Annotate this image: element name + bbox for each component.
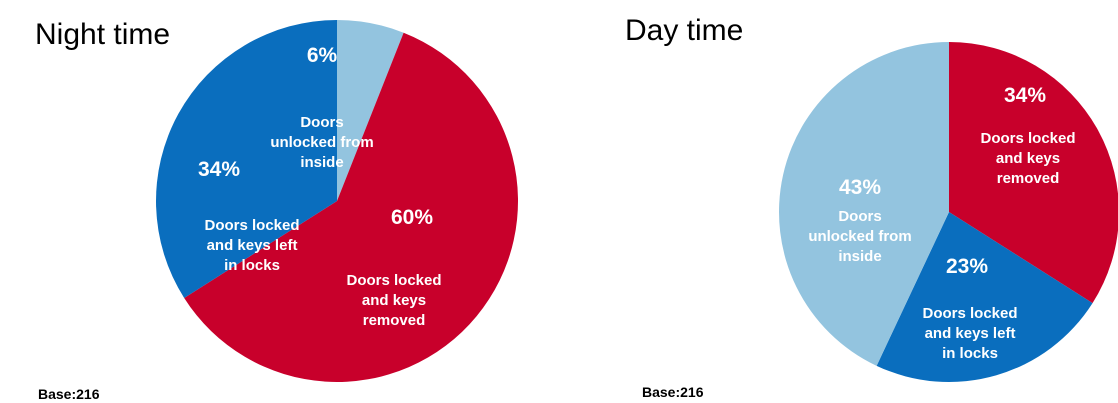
slice-percent-doors-locked-and-keys-left-in-locks: 23% xyxy=(946,255,988,278)
pie-slice-doors-locked-and-keys-left-in-locks xyxy=(156,20,337,298)
slice-label-doors-locked-and-keys-removed: Doors locked and keys removed xyxy=(980,130,1075,187)
pie-slice-doors-locked-and-keys-removed xyxy=(184,32,519,383)
pie-slice-doors-unlocked-from-inside xyxy=(337,20,404,201)
slice-percent-doors-locked-and-keys-left-in-locks: 34% xyxy=(198,158,240,181)
base-note-day: Base:216 xyxy=(642,384,704,400)
pie-slice-doors-unlocked-from-inside xyxy=(779,42,949,366)
pie-slice-doors-locked-and-keys-left-in-locks xyxy=(876,212,1093,383)
slice-percent-doors-locked-and-keys-removed: 34% xyxy=(1004,84,1046,107)
slice-label-doors-locked-and-keys-removed: Doors locked and keys removed xyxy=(346,272,441,329)
pie-day-time: 34% Doors locked and keys removed 23% Doors l… xyxy=(779,42,1118,383)
chart-title-night: Night time xyxy=(35,18,170,51)
pie-slice-doors-locked-and-keys-removed xyxy=(949,42,1118,304)
slice-percent-doors-unlocked-from-inside: 43% xyxy=(839,176,881,199)
slice-label-doors-unlocked-from-inside: Doors unlocked from inside xyxy=(808,208,911,265)
base-note-night: Base:216 xyxy=(38,386,100,402)
slice-label-doors-locked-and-keys-left-in-locks: Doors locked and keys left in locks xyxy=(204,217,299,274)
slice-label-doors-unlocked-from-inside: Doors unlocked from inside xyxy=(270,114,373,171)
pie-night-time: 60% Doors locked and keys removed 34% Doors l… xyxy=(156,20,519,383)
slice-percent-doors-unlocked-from-inside: 6% xyxy=(307,44,338,67)
chart-title-day: Day time xyxy=(625,14,743,47)
slice-label-doors-locked-and-keys-left-in-locks: Doors locked and keys left in locks xyxy=(922,305,1017,362)
slice-percent-doors-locked-and-keys-removed: 60% xyxy=(391,206,433,229)
